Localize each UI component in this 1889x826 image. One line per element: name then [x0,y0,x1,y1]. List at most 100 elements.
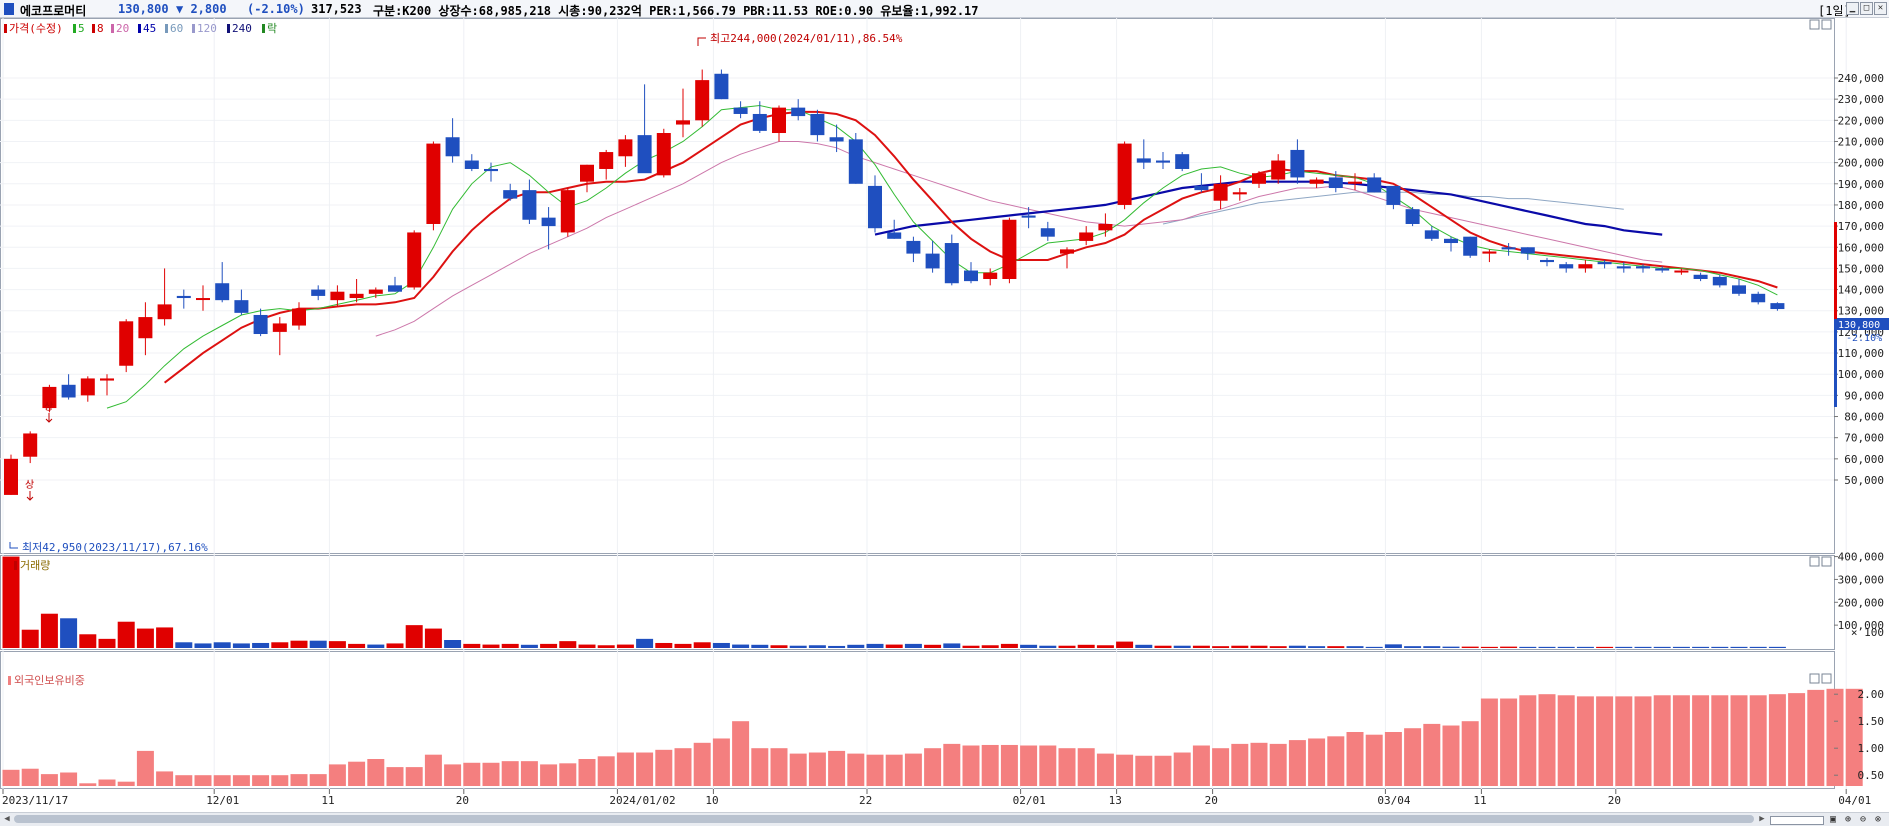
zoom-fit-icon[interactable]: ⊗ [1874,814,1882,825]
candle-body [330,291,345,301]
candle-body [1021,215,1036,218]
zoom-in-icon[interactable]: ⊕ [1844,814,1852,825]
zoom-slider[interactable] [1770,816,1824,825]
candle-body [1655,268,1670,271]
candle-body [1751,293,1766,303]
candle [42,384,57,413]
candle-body [1578,264,1593,269]
foreign-ratio-bar [367,759,385,786]
period-button[interactable]: [1일] [1818,4,1851,18]
legend-item: 8 [97,22,104,35]
foreign-ratio-bar [1711,695,1729,786]
volume-bar [1730,646,1748,648]
candle [4,454,18,495]
candle [176,289,191,309]
stock-name[interactable]: 에코프로머티 [20,4,87,18]
foreign-ratio-bar [597,756,615,786]
restore-icon[interactable]: □ [1860,2,1873,15]
horizontal-scrollbar[interactable]: ◀ ▶ ▣ ⊕ ⊖ ⊗ [0,812,1889,826]
foreign-ratio-bar [1653,695,1671,786]
candle [810,109,825,142]
candle [868,175,882,233]
volume-bar [1288,645,1306,648]
right-axis-area [1835,18,1889,812]
volume-bar [40,613,58,648]
candle-body [445,137,460,157]
candle-body [253,314,268,335]
candle-body [176,295,191,299]
foreign-ratio-bar [79,783,97,786]
scroll-left-icon[interactable]: ◀ [4,814,10,824]
limit-up-mark: 상 [44,401,53,413]
foreign-ratio-bar [520,761,538,786]
candle-body [733,107,748,114]
candle-body [234,300,249,313]
candle-body [407,232,422,288]
scroll-thumb[interactable] [14,815,1754,823]
candle [772,105,786,142]
foreign-ratio-bar [98,779,116,786]
volume-bar [1192,645,1210,648]
candle-body [522,190,537,220]
foreign-ratio-bar [712,738,730,786]
candle [1252,171,1266,189]
candle-body [599,152,614,169]
price-legend: 가격(수정) 5 8 20 45 60 120 240 락 [4,22,277,35]
candle-body [61,384,76,398]
legend-item: 45 [143,22,156,35]
candle-body [1482,251,1497,254]
foreign-ratio-bar [1480,698,1498,786]
candle [752,101,767,134]
legend-swatch [227,24,230,33]
minimize-icon[interactable]: ▁ [1846,2,1859,15]
foreign-ratio-bar [194,775,212,786]
candle [1194,173,1209,193]
zoom-out-icon[interactable]: ⊖ [1859,814,1867,825]
candle [138,302,153,356]
volume-bar [1538,646,1556,648]
volume-bar [1020,644,1038,648]
legend-swatch [192,24,195,33]
scroll-right-icon[interactable]: ▶ [1759,814,1765,824]
foreign-ratio-bar [1000,744,1018,786]
stock-flag-icon [4,3,14,15]
foreign-ratio-bar [1634,696,1652,786]
price-axis-label: 190,000 [1838,178,1884,191]
candle [1616,262,1631,273]
foreign-ratio-bar [21,768,39,786]
volume-legend-swatch [14,561,17,570]
foreign-ratio-bar [1768,694,1786,786]
candle [1770,302,1785,311]
candle [1156,152,1170,169]
candle-body [580,164,594,182]
candle-body [1136,158,1151,163]
volume-bar [1596,646,1614,648]
candle [100,374,114,396]
volume-bar [1135,644,1153,648]
candle-body [311,289,326,296]
foreign-ratio-bar [1384,732,1402,786]
candle-body [1117,143,1132,205]
candle [1348,173,1362,191]
limit-up-mark: 상 [25,479,34,491]
foreign-ratio-bar [655,749,673,786]
candle [1021,207,1036,229]
volume-bar [578,644,596,648]
candle-body [196,298,210,301]
candle-body [1194,185,1209,191]
close-icon[interactable]: ✕ [1874,2,1887,15]
volume-bar [482,644,500,648]
candle [637,84,652,174]
zoom-reset-icon[interactable]: ▣ [1829,814,1837,825]
foreign-ratio-bar [924,748,942,786]
price-axis-label: 70,000 [1844,432,1884,445]
legend-item: 가격(수정) [9,22,63,35]
foreign-ratio-bar [751,748,769,786]
volume-bar [2,556,20,648]
candle [1367,173,1382,193]
stock-chart[interactable]: 240,000 230,000 220,000 210,000 200,000 190,0… [0,18,1889,812]
candle-body [1732,285,1746,294]
volume-bar [136,628,154,648]
panel-controls[interactable] [1809,19,1832,684]
current-percent-tag: -2.10% [1846,333,1882,344]
